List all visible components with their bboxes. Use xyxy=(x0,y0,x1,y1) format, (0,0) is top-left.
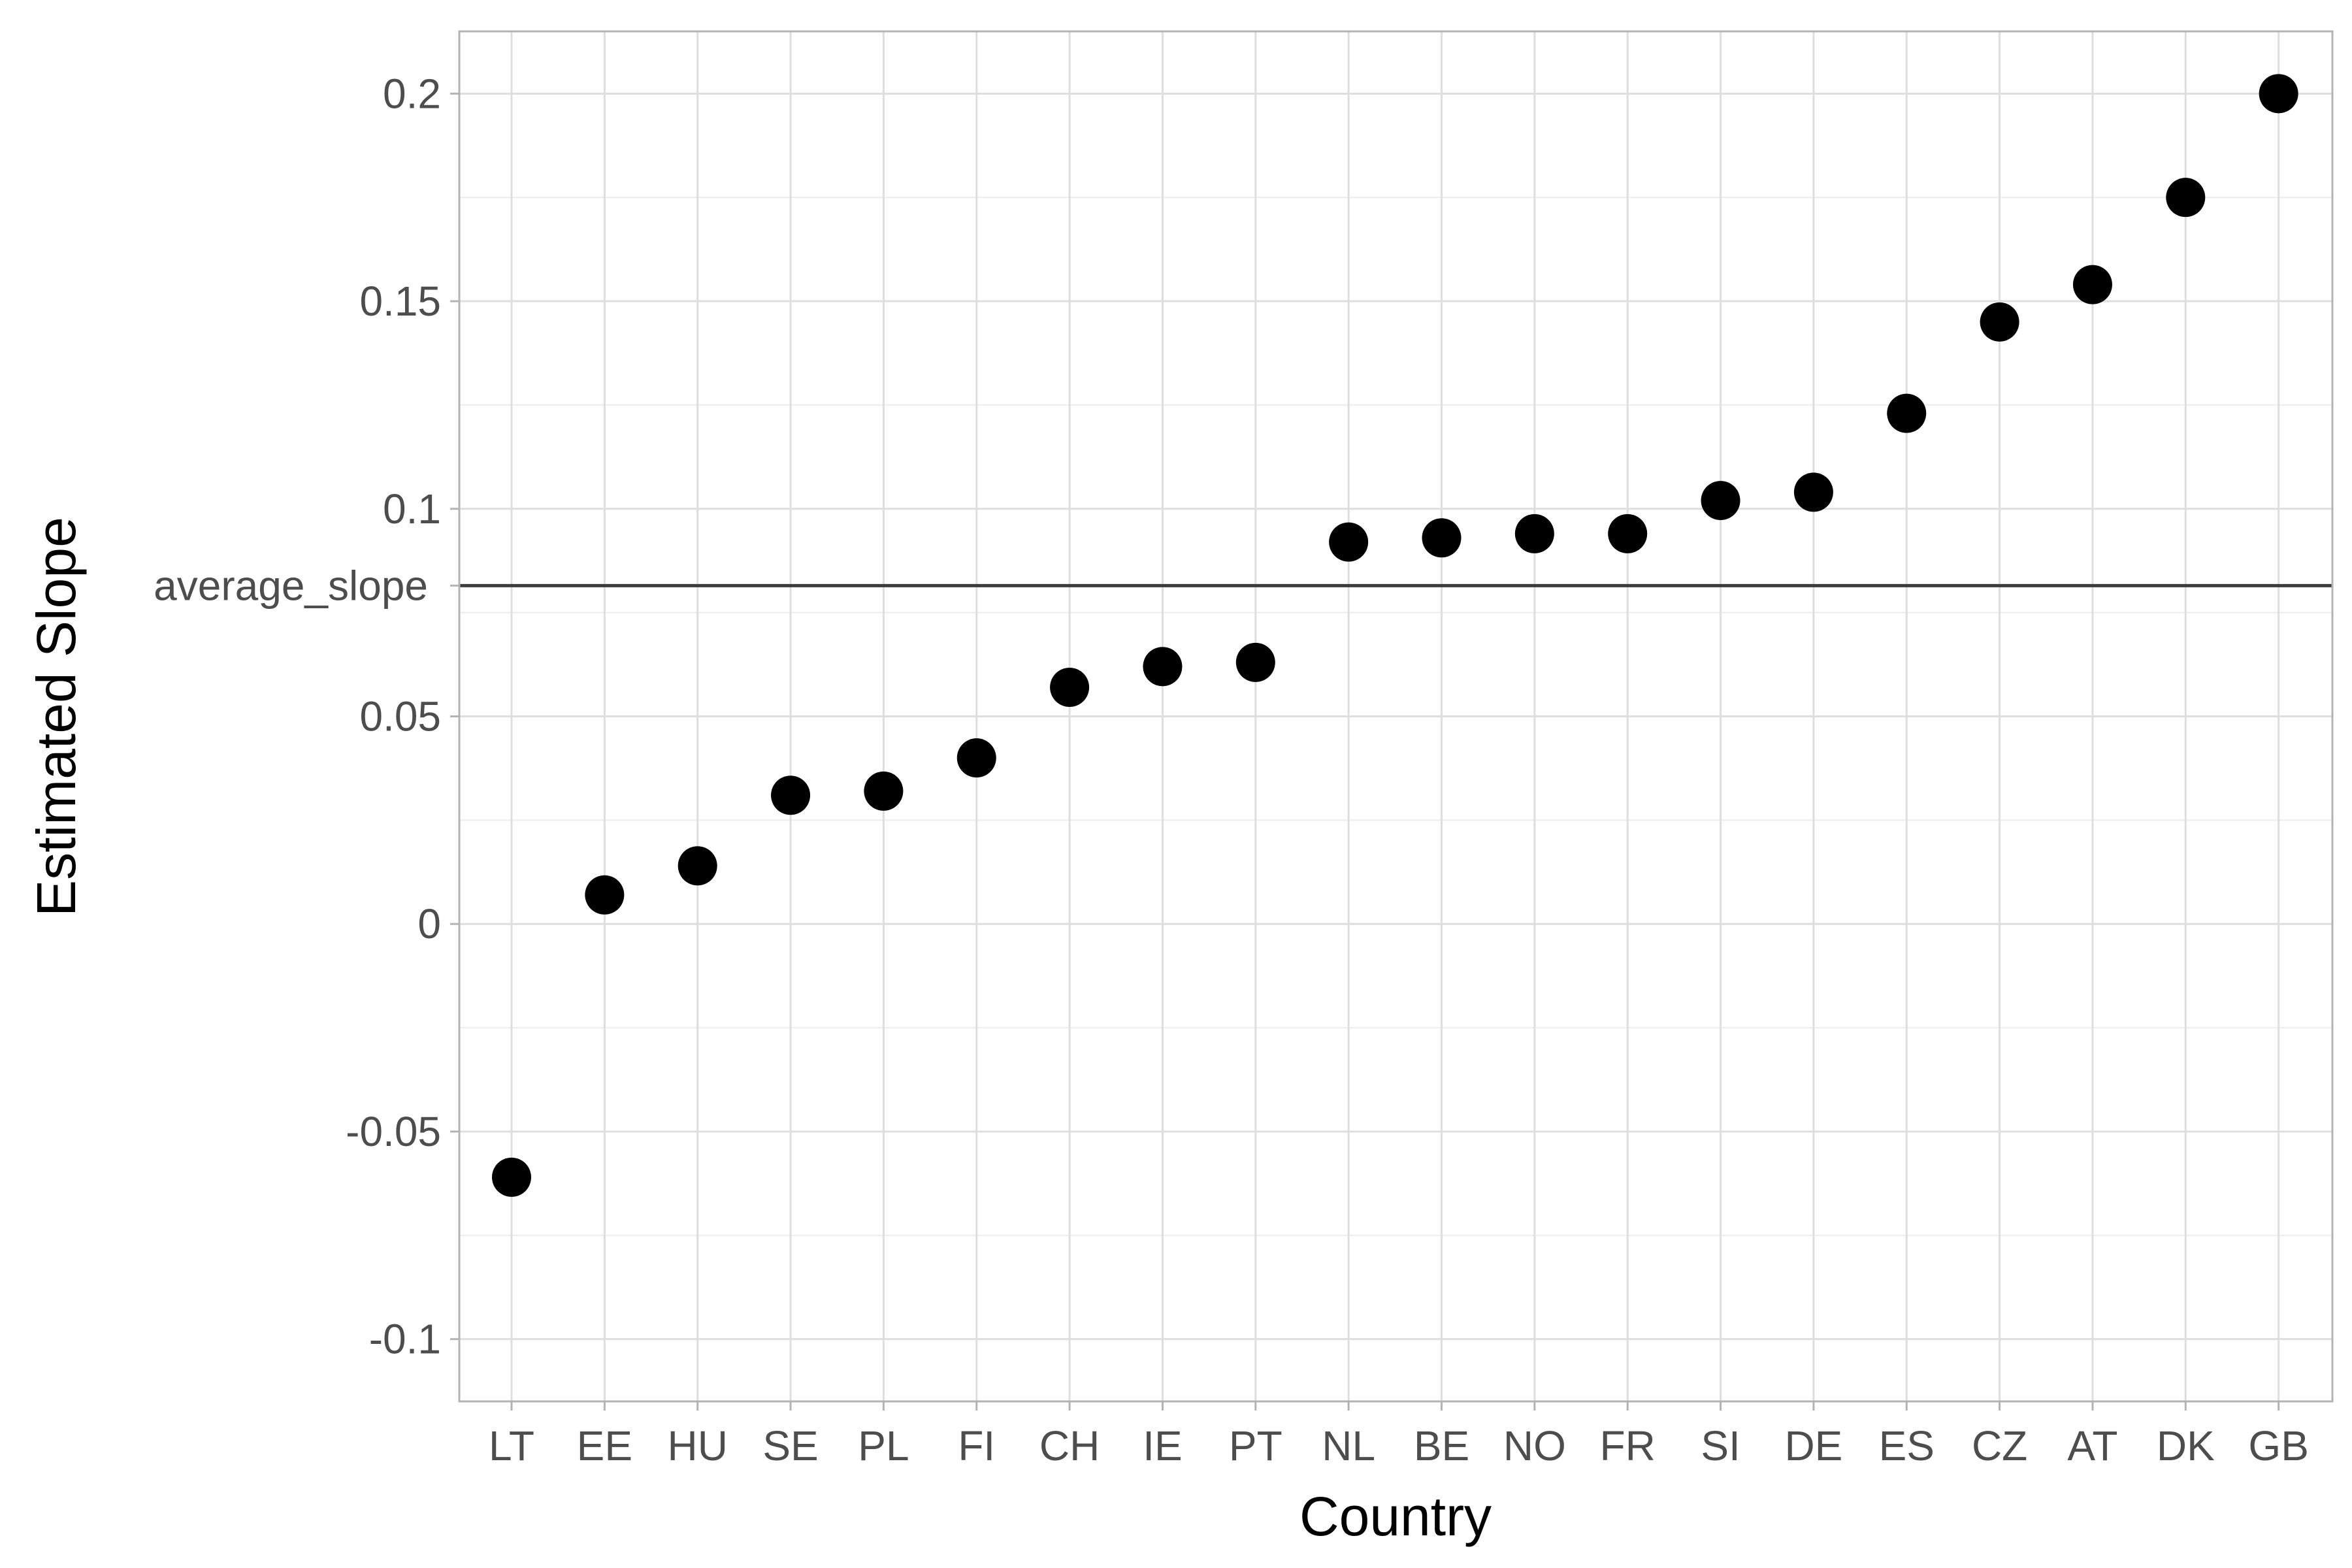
x-tick-label: DE xyxy=(1784,1422,1842,1469)
y-axis: -0.1 -0.05 0 0.05 0.1 0.15 0.2 average_slope xyxy=(154,70,459,1363)
data-point-nl xyxy=(1329,522,1369,562)
x-tick-label: SE xyxy=(762,1422,818,1469)
data-point-se xyxy=(771,776,811,815)
x-tick-label: FR xyxy=(1600,1422,1656,1469)
x-tick-label: CZ xyxy=(1972,1422,2027,1469)
y-tick-label: 0.1 xyxy=(383,485,441,532)
x-tick-label: AT xyxy=(2067,1422,2117,1469)
x-tick-label: NO xyxy=(1503,1422,1566,1469)
y-tick-label: 0.2 xyxy=(383,70,441,117)
x-tick-label: SI xyxy=(1701,1422,1740,1469)
data-point-es xyxy=(1887,393,1927,433)
x-axis-title: Country xyxy=(1299,1486,1492,1547)
x-tick-label: DK xyxy=(2157,1422,2215,1469)
x-tick-label: PT xyxy=(1229,1422,1282,1469)
data-point-pt xyxy=(1235,642,1275,682)
grid xyxy=(459,31,2332,1401)
data-point-fi xyxy=(956,738,996,778)
y-tick-label: -0.05 xyxy=(346,1108,441,1155)
x-tick-label: IE xyxy=(1143,1422,1182,1469)
x-tick-label: LT xyxy=(489,1422,534,1469)
data-point-ie xyxy=(1143,647,1183,687)
data-point-cz xyxy=(1980,302,2019,342)
x-tick-label: NL xyxy=(1322,1422,1375,1469)
y-axis-title: Estimated Slope xyxy=(25,517,87,917)
data-point-fr xyxy=(1608,514,1648,553)
data-point-no xyxy=(1514,514,1554,553)
x-tick-label: ES xyxy=(1879,1422,1935,1469)
data-point-ch xyxy=(1050,668,1090,708)
data-point-de xyxy=(1793,472,1833,512)
y-tick-label: -0.1 xyxy=(369,1316,441,1363)
data-point-ee xyxy=(585,875,625,915)
x-tick-label: FI xyxy=(958,1422,995,1469)
x-tick-label: CH xyxy=(1039,1422,1100,1469)
data-points xyxy=(492,74,2298,1197)
data-point-si xyxy=(1701,481,1740,521)
data-point-gb xyxy=(2259,74,2298,114)
x-tick-label: BE xyxy=(1414,1422,1469,1469)
data-point-pl xyxy=(864,771,904,811)
y-tick-label: 0.15 xyxy=(359,278,441,325)
x-axis: LT EE HU SE PL FI CH IE PT NL BE NO FR SI DE ES CZ AT DK GB xyxy=(489,1401,2309,1469)
x-tick-label: HU xyxy=(667,1422,727,1469)
y-tick-label: 0.05 xyxy=(359,693,441,740)
data-point-dk xyxy=(2166,178,2206,218)
data-point-lt xyxy=(492,1157,531,1197)
data-point-hu xyxy=(678,846,717,886)
x-tick-label: PL xyxy=(858,1422,909,1469)
y-tick-label: 0 xyxy=(417,900,441,947)
average-slope-label: average_slope xyxy=(154,562,428,609)
data-point-be xyxy=(1422,518,1462,558)
x-tick-label: GB xyxy=(2248,1422,2308,1469)
data-point-at xyxy=(2072,265,2112,304)
x-tick-label: EE xyxy=(577,1422,632,1469)
